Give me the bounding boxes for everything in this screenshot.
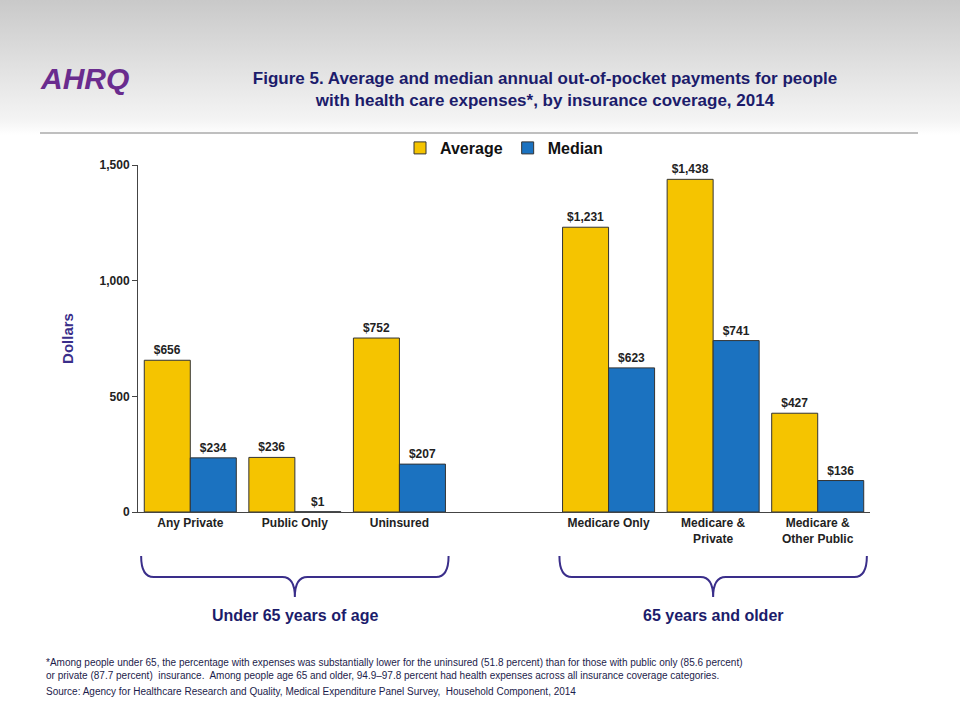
svg-text:$236: $236 [258,440,285,454]
svg-text:Uninsured: Uninsured [370,516,429,530]
svg-text:Public Only: Public Only [262,516,328,530]
svg-text:$1,438: $1,438 [672,162,709,176]
svg-text:$427: $427 [781,396,808,410]
svg-text:65 years and older: 65 years and older [643,607,784,624]
svg-text:$1: $1 [311,495,325,509]
svg-text:500: 500 [110,390,130,404]
svg-text:Medicare &Private: Medicare &Private [681,516,745,546]
svg-text:$623: $623 [618,351,645,365]
svg-text:Average: Average [440,140,503,157]
svg-text:$234: $234 [200,441,227,455]
svg-text:Median: Median [548,140,603,157]
svg-text:Any Private: Any Private [157,516,223,530]
svg-text:Dollars: Dollars [59,313,76,364]
svg-text:AHRQ: AHRQ [40,62,129,95]
svg-text:*Among people under 65, the pe: *Among people under 65, the percentage w… [46,657,743,681]
svg-text:$1,231: $1,231 [567,210,604,224]
svg-text:Source: Agency for Healthcare: Source: Agency for Healthcare Research a… [46,686,576,697]
svg-text:$752: $752 [363,321,390,335]
svg-text:1,000: 1,000 [100,274,130,288]
svg-text:Medicare &Other Public: Medicare &Other Public [782,516,854,546]
svg-text:$656: $656 [154,343,181,357]
svg-text:$136: $136 [827,464,854,478]
svg-text:0: 0 [123,505,130,519]
svg-text:$207: $207 [409,447,436,461]
svg-text:$741: $741 [723,324,750,338]
svg-text:Under 65 years of age: Under 65 years of age [212,607,378,624]
svg-text:Figure 5. Average and median a: Figure 5. Average and median annual out-… [253,69,837,110]
svg-text:Medicare Only: Medicare Only [568,516,650,530]
svg-text:1,500: 1,500 [100,158,130,172]
